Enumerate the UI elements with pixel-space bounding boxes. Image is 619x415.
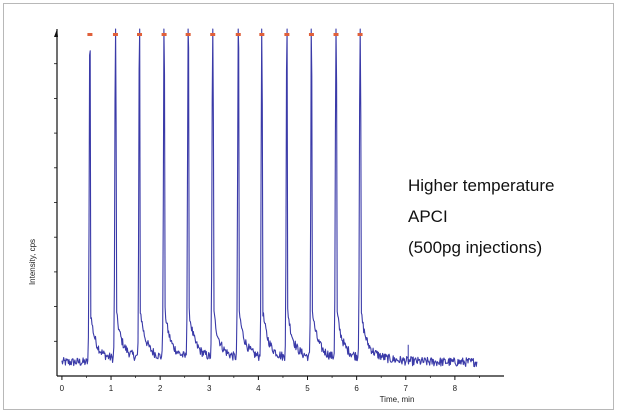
x-tick-label: 0 xyxy=(60,384,65,393)
y-axis-arrow xyxy=(54,29,58,37)
x-axis-title: Time, min xyxy=(380,395,415,404)
peak-apex-marker xyxy=(210,33,216,36)
peak-apex-marker xyxy=(235,33,241,36)
peak-apex-marker xyxy=(357,33,363,36)
peak-apex-marker xyxy=(333,33,339,36)
annotation-line-2: APCI xyxy=(408,207,448,226)
chromatogram-chart: 0 1 2 3 4 5 6 7 8 Time, min Intensity, cps Highe… xyxy=(28,28,554,404)
x-tick-label: 5 xyxy=(305,384,310,393)
peak-apex-marker xyxy=(284,33,290,36)
peak-apex-marker xyxy=(112,33,118,36)
chart-frame: 0 1 2 3 4 5 6 7 8 Time, min Intensity, cps Highe… xyxy=(3,3,614,410)
peak-apex-marker xyxy=(259,33,265,36)
tick-layer: 0 1 2 3 4 5 6 7 8 xyxy=(60,376,480,393)
peak-apex-marker xyxy=(185,33,191,36)
y-axis-title: Intensity, cps xyxy=(28,239,37,285)
x-tick-label: 7 xyxy=(404,384,409,393)
x-tick-label: 3 xyxy=(207,384,212,393)
peak-apex-marker xyxy=(161,33,167,36)
peak-apex-marker xyxy=(308,33,314,36)
axis-layer xyxy=(54,29,504,377)
x-tick-label: 4 xyxy=(256,384,261,393)
annotation-line-1: Higher temperature xyxy=(408,176,554,195)
trace-layer xyxy=(61,28,478,368)
x-tick-label: 2 xyxy=(158,384,163,393)
peak-apex-marker xyxy=(87,33,93,36)
x-tick-label: 6 xyxy=(354,384,359,393)
x-tick-label: 1 xyxy=(109,384,114,393)
annotation-line-3: (500pg injections) xyxy=(408,238,542,257)
peak-apex-marker xyxy=(137,33,143,36)
chromatogram-trace xyxy=(61,28,478,368)
peak-marker-layer xyxy=(87,33,363,36)
x-tick-label: 8 xyxy=(453,384,458,393)
